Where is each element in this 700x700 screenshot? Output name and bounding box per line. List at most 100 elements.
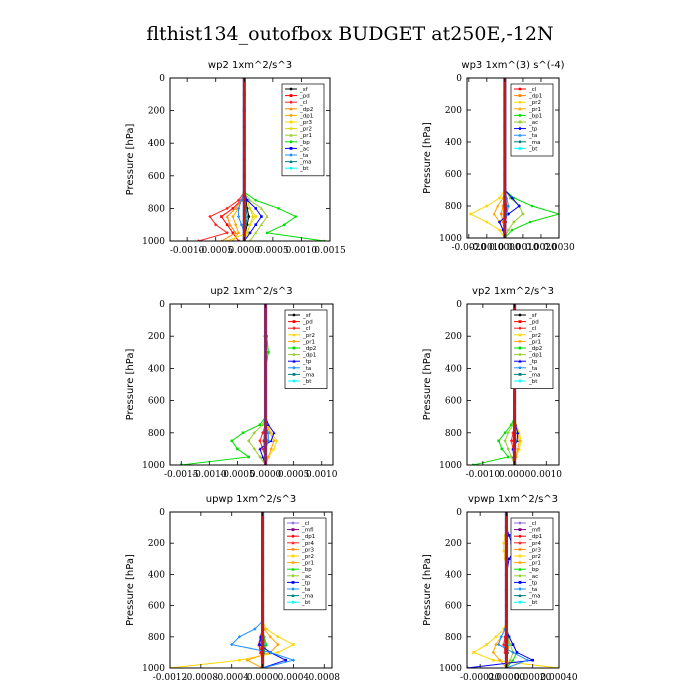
- y-tick-label: 600: [445, 170, 462, 180]
- legend-marker: [291, 528, 295, 531]
- y-tick-label: 800: [148, 429, 165, 439]
- legend-label: _pr2: [528, 554, 541, 560]
- zero-line-marker: [503, 84, 507, 88]
- data-point: [496, 204, 500, 208]
- zero-line-marker: [261, 583, 264, 587]
- data-point: [237, 231, 240, 235]
- data-layer: [468, 78, 559, 238]
- data-point: [500, 447, 504, 451]
- plot-frame: [466, 303, 560, 466]
- zero-line-marker: [243, 144, 246, 148]
- legend-marker: [518, 126, 522, 131]
- chart-panel-0: wp2 1xm^2/s^3 Pressure [hPa] -0.0010-0.000…: [125, 60, 346, 256]
- zero-line-marker: [503, 194, 507, 198]
- y-tick-label: 200: [445, 332, 462, 342]
- legend-marker: [292, 373, 296, 376]
- zero-line-marker: [261, 528, 264, 532]
- legend-marker: [289, 133, 293, 137]
- x-tick-label: 0.00000: [488, 673, 525, 683]
- x-tick-label: -0.0005: [220, 470, 255, 480]
- y-axis-label: Pressure [hPa]: [125, 124, 136, 196]
- x-tick-label: 0.0005: [278, 470, 310, 480]
- zero-line-marker: [261, 588, 264, 592]
- zero-line-marker: [505, 633, 508, 637]
- data-point: [236, 206, 241, 211]
- legend-marker: [518, 366, 522, 370]
- zero-line-marker: [503, 174, 507, 178]
- y-tick-label: 600: [148, 397, 165, 407]
- legend-marker: [289, 106, 293, 111]
- legend-label: _pr1: [301, 561, 314, 567]
- zero-line-marker: [513, 455, 516, 459]
- zero-line-marker: [243, 84, 246, 88]
- zero-line-marker: [513, 440, 516, 444]
- zero-line-marker: [243, 99, 246, 103]
- legend-label: _pr3: [299, 120, 313, 126]
- zero-line-marker: [264, 320, 267, 324]
- legend-label: _pr4: [528, 541, 542, 547]
- legend-marker: [518, 87, 522, 91]
- y-tick-label: 1000: [142, 461, 165, 471]
- chart-panel-2: up2 1xm^2/s^3 Pressure [hPa] -0.0015-0.001…: [125, 286, 338, 480]
- legend-label: _ta: [299, 153, 308, 159]
- legend-label: _ta: [528, 133, 537, 139]
- y-tick-label: 400: [148, 364, 165, 374]
- legend-marker: [518, 600, 522, 604]
- legend-marker: [518, 332, 522, 337]
- data-point: [214, 223, 218, 227]
- data-point: [248, 198, 252, 202]
- legend-label: _dp2: [528, 346, 542, 352]
- zero-line-marker: [261, 618, 264, 622]
- data-point: [237, 239, 240, 241]
- zero-line-marker: [243, 94, 246, 98]
- legend-label: _pr1: [528, 339, 541, 345]
- data-point: [485, 220, 489, 224]
- legend-marker: [518, 567, 522, 571]
- zero-line-marker: [243, 164, 246, 168]
- legend-label: _pr1: [528, 107, 541, 113]
- data-point: [266, 423, 270, 427]
- x-tick-label: 0.0010: [306, 470, 338, 480]
- zero-line-marker: [261, 538, 264, 542]
- data-point: [517, 204, 522, 208]
- legend-marker: [289, 153, 293, 157]
- data-point: [508, 196, 512, 200]
- data-point: [528, 220, 532, 224]
- legend-label: _ma: [528, 594, 540, 600]
- zero-line-marker: [264, 455, 267, 459]
- zero-line-marker: [261, 658, 264, 662]
- x-tick-label: -0.0010: [192, 470, 227, 480]
- legend-label: _pr1: [528, 561, 541, 567]
- data-point: [225, 231, 229, 235]
- data-point: [248, 206, 252, 211]
- plot-frame: [466, 77, 560, 239]
- legend-marker: [518, 313, 522, 317]
- data-point: [234, 206, 238, 210]
- zero-line-marker: [503, 124, 507, 128]
- legend-marker: [292, 352, 296, 357]
- zero-line-marker: [505, 593, 508, 597]
- legend-marker: [292, 366, 296, 370]
- plot-frame: [169, 511, 333, 669]
- x-tick-label: -0.00020: [460, 673, 501, 683]
- zero-line-marker: [505, 618, 508, 622]
- legend-label: _ac: [299, 146, 309, 152]
- data-point: [497, 228, 502, 232]
- zero-line-marker: [264, 435, 267, 439]
- legend-marker: [518, 540, 522, 545]
- zero-line-marker: [261, 518, 264, 522]
- data-point: [230, 439, 234, 443]
- data-point: [507, 534, 511, 537]
- legend-label: _bt: [299, 166, 309, 172]
- series-line: [248, 320, 267, 465]
- data-point: [277, 207, 280, 210]
- zero-line-marker: [505, 518, 508, 522]
- panel-title: up2 1xm^2/s^3: [210, 286, 292, 297]
- figure-title: flthist134_outofbox BUDGET at250E,-12N: [146, 23, 553, 45]
- data-point: [251, 214, 255, 219]
- zero-line-marker: [505, 553, 508, 557]
- legend-marker: [292, 326, 296, 331]
- zero-line-marker: [505, 628, 508, 632]
- data-point: [491, 658, 495, 662]
- y-tick-label: 200: [445, 106, 462, 116]
